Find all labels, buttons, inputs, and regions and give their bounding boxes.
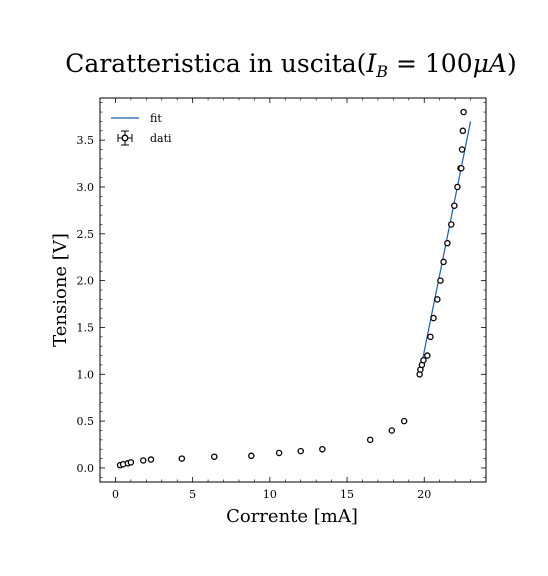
y-tick-label: 1.0 [77,368,95,381]
title-close: ) [507,49,517,78]
data-point [388,427,396,434]
data-point [430,314,437,322]
data-point [275,449,283,457]
fit-line [419,121,472,375]
y-tick-label: 2.0 [77,275,95,288]
data-point [127,459,135,466]
plot-area-frame [99,97,487,483]
x-tick-label: 5 [189,488,196,501]
data-point [459,127,467,135]
data-point [147,456,155,463]
data-point [297,447,304,455]
data-point [460,108,467,116]
y-tick-label: 3.0 [77,181,95,194]
title-unit: A [487,49,507,78]
y-tick-label: 1.5 [77,321,95,334]
x-tick-label: 10 [263,488,277,501]
x-axis-ticks: 0 5 10 15 20 [99,98,487,501]
title-prefix: Caratteristica in uscita( [65,49,366,78]
data-point [400,417,408,425]
data-point [434,296,441,303]
y-tick-label: 3.5 [77,134,95,147]
y-axis-label: Tensione [V] [50,233,71,347]
data-point [440,258,447,266]
data-point [424,352,431,359]
x-tick-label: 20 [417,488,431,501]
y-axis-ticks: 0.0 0.5 1.0 1.5 2.0 2.5 3.0 3.5 [77,102,486,478]
data-point [139,457,147,464]
x-axis-label: Corrente [mA] [226,506,358,527]
y-tick-label: 0.5 [77,415,95,428]
title-subscript: B [375,62,388,81]
data-point [454,183,461,191]
data-point [458,164,465,172]
title-variable: I [365,49,377,78]
data-point [444,239,451,247]
data-point [427,333,434,341]
data-point [178,455,186,462]
legend-dati-label: dati [150,132,172,145]
title-mu: μ [473,49,489,78]
x-tick-label: 15 [340,488,354,501]
data-point [248,452,255,460]
legend-dati-swatch [117,130,133,146]
y-tick-label: 2.5 [77,228,95,241]
data-point [451,202,458,209]
chart-title: Caratteristica in uscita(IB = 100μA) [65,49,516,81]
legend: fit dati [111,112,172,146]
data-point [458,146,466,153]
data-point [319,445,326,453]
data-point [420,356,427,364]
data-points [116,108,467,469]
x-tick-label: 0 [112,488,119,501]
data-point [366,436,374,444]
data-point [448,221,455,228]
title-equals-value: = 100 [388,49,473,78]
y-tick-label: 0.0 [77,462,95,475]
legend-fit-label: fit [150,112,162,125]
data-point [437,277,444,284]
data-point [211,453,218,460]
